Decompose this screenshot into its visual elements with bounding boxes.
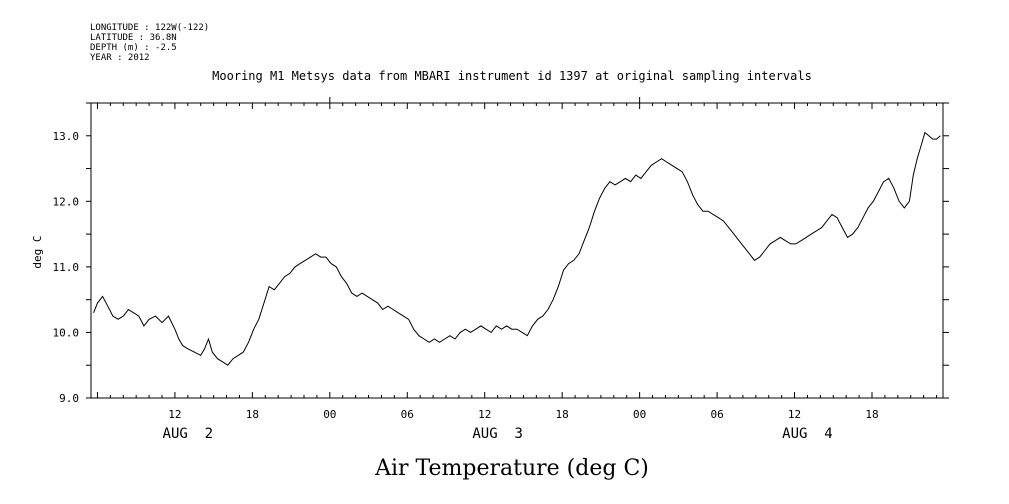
meta-longitude: LONGITUDE : 122W(-122) bbox=[90, 23, 209, 33]
date-label: AUG 4 bbox=[782, 426, 833, 442]
x-tick-labels: 12 18 00 06 12 18 00 06 12 18 bbox=[168, 408, 878, 421]
x-tick-label: 18 bbox=[865, 408, 878, 421]
x-tick-label: 12 bbox=[788, 408, 801, 421]
chart-title: Mooring M1 Metsys data from MBARI instru… bbox=[212, 69, 812, 83]
date-label: AUG 2 bbox=[163, 426, 214, 442]
y-tick-label: 13.0 bbox=[53, 130, 80, 143]
y-tick-label: 9.0 bbox=[59, 392, 79, 405]
y-tick-label: 11.0 bbox=[53, 261, 80, 274]
meta-year: YEAR : 2012 bbox=[90, 53, 150, 63]
x-tick-label: 18 bbox=[556, 408, 569, 421]
x-tick-label: 12 bbox=[168, 408, 181, 421]
date-labels: AUG 2 AUG 3 AUG 4 bbox=[163, 426, 833, 442]
axis-ticks bbox=[86, 97, 949, 399]
y-tick-label: 12.0 bbox=[53, 195, 80, 208]
y-axis-label: deg C bbox=[31, 235, 44, 268]
meta-depth: DEPTH (m) : -2.5 bbox=[90, 43, 177, 53]
metadata-block: LONGITUDE : 122W(-122) LATITUDE : 36.8N … bbox=[90, 23, 209, 63]
plot-frame bbox=[90, 102, 944, 399]
meta-latitude: LATITUDE : 36.8N bbox=[90, 33, 177, 43]
x-tick-label: 00 bbox=[323, 408, 336, 421]
y-tick-labels: 9.0 10.0 11.0 12.0 13.0 bbox=[53, 130, 80, 405]
series-line-air-temperature bbox=[93, 131, 941, 366]
y-tick-label: 10.0 bbox=[53, 326, 80, 339]
date-label: AUG 3 bbox=[472, 426, 523, 442]
x-axis-label: Air Temperature (deg C) bbox=[374, 456, 649, 481]
x-tick-label: 18 bbox=[246, 408, 259, 421]
x-tick-label: 06 bbox=[401, 408, 414, 421]
x-tick-label: 06 bbox=[710, 408, 723, 421]
x-tick-label: 12 bbox=[478, 408, 491, 421]
x-tick-label: 00 bbox=[633, 408, 646, 421]
